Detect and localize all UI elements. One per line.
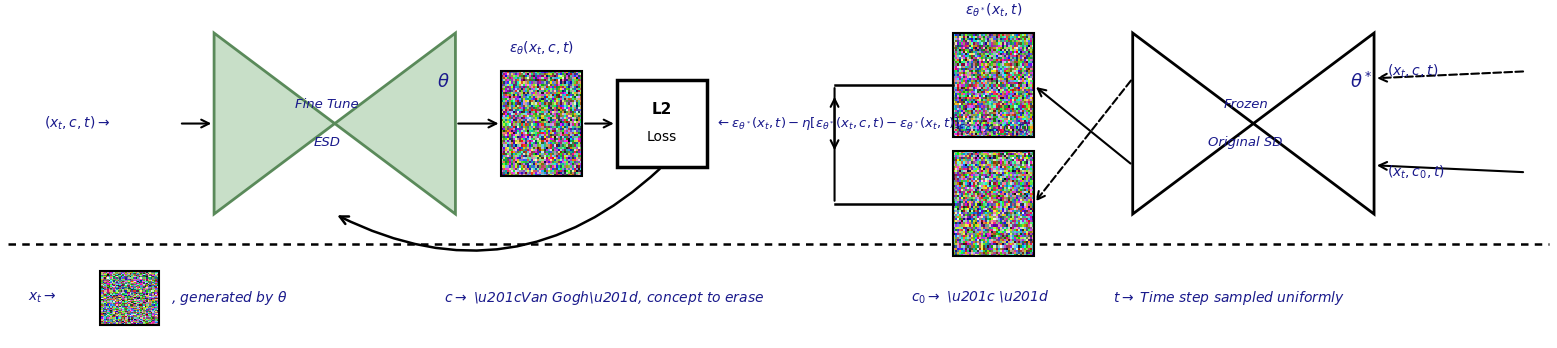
Bar: [100, 271, 159, 324]
Text: $c_0 \rightarrow$ \u201c \u201d: $c_0 \rightarrow$ \u201c \u201d: [911, 289, 1049, 306]
Text: Loss: Loss: [646, 130, 677, 144]
Text: $(x_t, c, t)$: $(x_t, c, t)$: [1387, 63, 1437, 80]
Text: ESD: ESD: [313, 136, 341, 149]
Text: $\leftarrow\epsilon_{\theta^*}(x_t, t) - \eta[\epsilon_{\theta^*}(x_t, c, t) - \: $\leftarrow\epsilon_{\theta^*}(x_t, t) -…: [715, 115, 959, 132]
Text: $(x_t, c_0, t)$: $(x_t, c_0, t)$: [1387, 164, 1445, 181]
Polygon shape: [1253, 33, 1373, 214]
Text: Frozen: Frozen: [1224, 98, 1267, 111]
Bar: [953, 33, 1034, 137]
Text: $\epsilon_{\theta^*}(x_t, c, t)$: $\epsilon_{\theta^*}(x_t, c, t)$: [958, 120, 1029, 137]
Text: $t \rightarrow$ Time step sampled uniformly: $t \rightarrow$ Time step sampled unifor…: [1113, 288, 1345, 307]
Text: $\theta$: $\theta$: [436, 73, 450, 91]
Text: $c \rightarrow$ \u201cVan Gogh\u201d, concept to erase: $c \rightarrow$ \u201cVan Gogh\u201d, co…: [444, 288, 764, 307]
Text: $x_t \rightarrow$: $x_t \rightarrow$: [28, 290, 56, 305]
Text: $\epsilon_{\theta}(x_t, c, t)$: $\epsilon_{\theta}(x_t, c, t)$: [509, 40, 575, 57]
Text: , generated by $\theta$: , generated by $\theta$: [171, 288, 288, 307]
Bar: [501, 71, 582, 176]
Text: Fine Tune: Fine Tune: [296, 98, 358, 111]
Text: L2: L2: [651, 102, 673, 117]
Polygon shape: [1132, 33, 1253, 214]
Bar: [953, 151, 1034, 256]
Text: $\theta^*$: $\theta^*$: [1350, 72, 1373, 92]
Text: $(x_t, c, t) \rightarrow$: $(x_t, c, t) \rightarrow$: [44, 115, 109, 132]
Text: $\epsilon_{\theta^*}(x_t, t)$: $\epsilon_{\theta^*}(x_t, t)$: [965, 2, 1021, 19]
Bar: [617, 80, 707, 167]
Text: Original SD: Original SD: [1208, 136, 1283, 149]
Polygon shape: [335, 33, 455, 214]
Polygon shape: [213, 33, 335, 214]
